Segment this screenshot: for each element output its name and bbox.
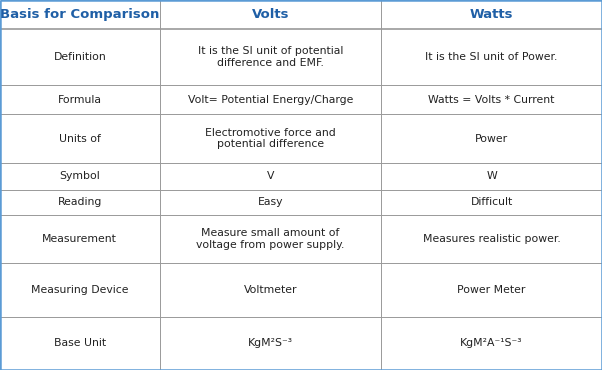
Text: Volt= Potential Energy/Charge: Volt= Potential Energy/Charge (188, 95, 353, 105)
Text: Formula: Formula (58, 95, 102, 105)
Text: Power: Power (475, 134, 508, 144)
Text: Easy: Easy (258, 198, 283, 208)
Text: Electromotive force and
potential difference: Electromotive force and potential differ… (205, 128, 336, 149)
Text: Measuring Device: Measuring Device (31, 285, 128, 295)
Text: V: V (267, 171, 274, 181)
Text: Reading: Reading (58, 198, 102, 208)
Text: Measure small amount of
voltage from power supply.: Measure small amount of voltage from pow… (196, 228, 344, 250)
Text: It is the SI unit of Power.: It is the SI unit of Power. (426, 52, 557, 62)
Text: It is the SI unit of potential
difference and EMF.: It is the SI unit of potential differenc… (197, 46, 343, 68)
Text: Voltmeter: Voltmeter (244, 285, 297, 295)
Text: Measures realistic power.: Measures realistic power. (423, 234, 560, 244)
Text: KgM²S⁻³: KgM²S⁻³ (248, 338, 293, 349)
Text: Basis for Comparison: Basis for Comparison (0, 8, 160, 21)
Text: Base Unit: Base Unit (54, 338, 106, 349)
Text: Symbol: Symbol (60, 171, 100, 181)
Text: W: W (486, 171, 497, 181)
Text: Measurement: Measurement (42, 234, 117, 244)
Text: Power Meter: Power Meter (458, 285, 526, 295)
Text: Definition: Definition (54, 52, 106, 62)
Text: Difficult: Difficult (470, 198, 513, 208)
Text: KgM²A⁻¹S⁻³: KgM²A⁻¹S⁻³ (461, 338, 523, 349)
Text: Watts: Watts (470, 8, 514, 21)
Text: Volts: Volts (252, 8, 289, 21)
Text: Watts = Volts * Current: Watts = Volts * Current (429, 95, 554, 105)
Text: Units of: Units of (59, 134, 101, 144)
